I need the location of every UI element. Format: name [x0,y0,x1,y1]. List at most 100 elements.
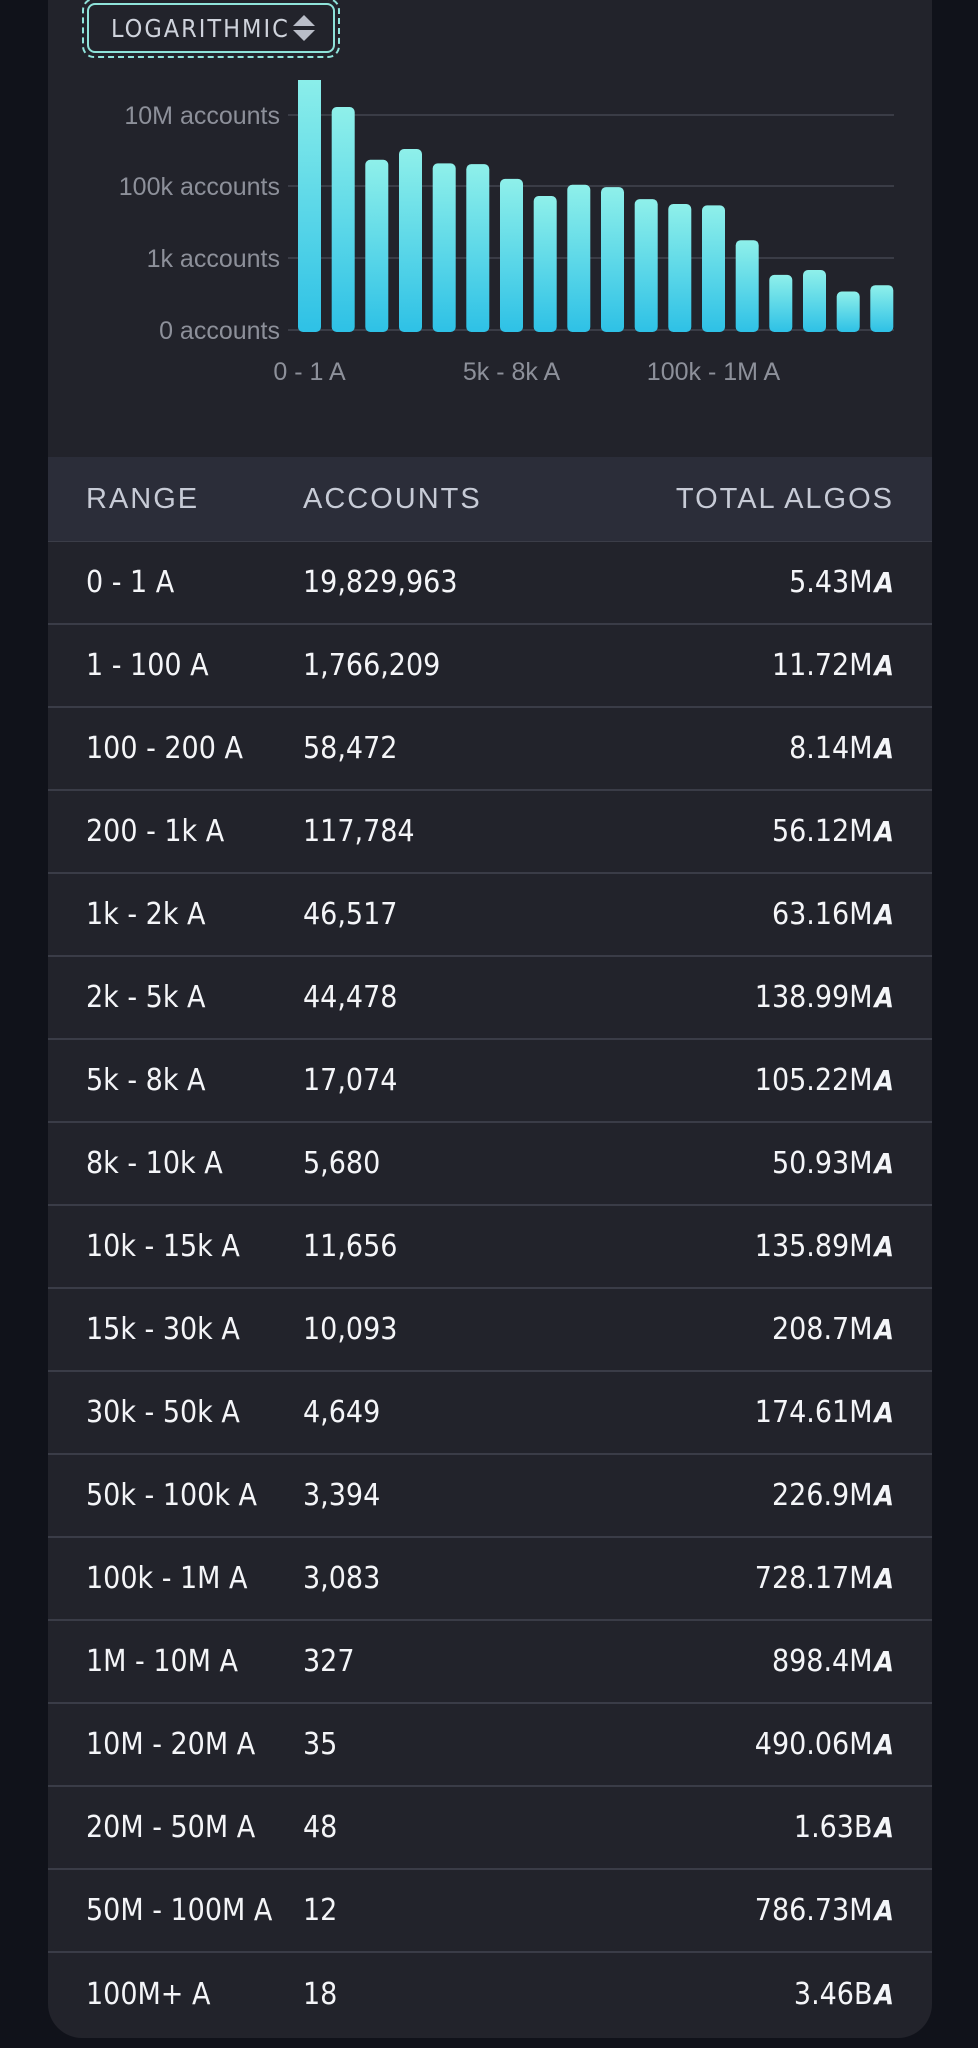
algo-icon: A [874,1396,895,1429]
algo-icon: A [874,566,895,599]
total-value: 1.63B [793,1810,873,1845]
cell-range: 5k - 8k A [86,1063,206,1098]
cell-accounts: 58,472 [303,731,398,766]
bar[interactable] [567,184,591,332]
accounts-bar-chart: 10M accounts 100k accounts 1k accounts 0 ac… [119,80,894,386]
total-value: 11.72M [771,648,873,683]
bar[interactable] [399,149,422,332]
x-tick-label: 100k - 1M A [647,358,781,386]
cell-accounts: 5,680 [303,1146,381,1181]
algo-icon: A [874,1064,895,1097]
bar[interactable] [365,159,389,332]
table-row: 5k - 8k A 17,074 105.22MA [48,1040,932,1123]
bar[interactable] [601,187,624,332]
algo-icon: A [874,1978,895,2011]
cell-total-algos: 728.17MA [643,1561,932,1596]
bar[interactable] [803,270,826,332]
total-value: 50.93M [771,1146,873,1181]
bar[interactable] [331,107,355,332]
cell-total-algos: 174.61MA [643,1395,932,1430]
cell-accounts: 327 [303,1644,355,1679]
total-value: 174.61M [754,1395,873,1430]
cell-total-algos: 3.46BA [643,1977,932,2012]
cell-accounts: 3,394 [303,1478,381,1513]
cell-accounts: 117,784 [303,814,415,849]
cell-total-algos: 898.4MA [643,1644,932,1679]
bar[interactable] [836,291,860,333]
cell-range: 0 - 1 A [86,565,175,600]
scale-select[interactable]: LOGARITHMIC [87,3,335,53]
bar[interactable] [533,196,557,332]
table-row: 50k - 100k A 3,394 226.9MA [48,1455,932,1538]
cell-range: 1k - 2k A [86,897,206,932]
bar[interactable] [702,205,725,332]
y-tick-label: 10M accounts [124,102,280,130]
table-row: 1M - 10M A 327 898.4MA [48,1621,932,1704]
bar[interactable] [735,240,759,332]
algo-icon: A [874,981,895,1014]
table-row: 100k - 1M A 3,083 728.17MA [48,1538,932,1621]
total-value: 490.06M [754,1727,873,1762]
cell-total-algos: 105.22MA [643,1063,932,1098]
cell-accounts: 3,083 [303,1561,381,1596]
total-value: 135.89M [754,1229,873,1264]
table-row: 200 - 1k A 117,784 56.12MA [48,791,932,874]
bar[interactable] [466,164,490,332]
cell-accounts: 1,766,209 [303,648,441,683]
x-tick-label: 0 - 1 A [273,358,346,386]
table-row: 100 - 200 A 58,472 8.14MA [48,708,932,791]
table-row: 1 - 100 A 1,766,209 11.72MA [48,625,932,708]
cell-range: 50k - 100k A [86,1478,258,1513]
algo-icon: A [874,815,895,848]
bar[interactable] [298,80,321,332]
table-row: 10M - 20M A 35 490.06MA [48,1704,932,1787]
cell-accounts: 11,656 [303,1229,398,1264]
cell-range: 15k - 30k A [86,1312,240,1347]
cell-total-algos: 8.14MA [643,731,932,766]
algo-icon: A [874,1230,895,1263]
cell-total-algos: 5.43MA [643,565,932,600]
bar[interactable] [769,274,793,332]
bar[interactable] [870,285,894,332]
bar[interactable] [500,178,523,332]
cell-range: 1 - 100 A [86,648,209,683]
table-body: 0 - 1 A 19,829,963 5.43MA 1 - 100 A 1,766,20… [48,542,932,2036]
cell-accounts: 10,093 [303,1312,398,1347]
total-value: 8.14M [789,731,873,766]
total-value: 728.17M [754,1561,873,1596]
total-value: 105.22M [754,1063,873,1098]
algo-icon: A [874,1645,895,1678]
cell-accounts: 12 [303,1893,338,1928]
algo-icon: A [874,1147,895,1180]
total-value: 208.7M [771,1312,873,1347]
algo-icon: A [874,1562,895,1595]
table-row: 30k - 50k A 4,649 174.61MA [48,1372,932,1455]
cell-range: 200 - 1k A [86,814,225,849]
total-value: 138.99M [754,980,873,1015]
table-row: 8k - 10k A 5,680 50.93MA [48,1123,932,1206]
table-row: 2k - 5k A 44,478 138.99MA [48,957,932,1040]
cell-accounts: 4,649 [303,1395,381,1430]
cell-range: 100 - 200 A [86,731,243,766]
table-header: RANGE ACCOUNTS TOTAL ALGOS [48,457,932,542]
cell-accounts: 35 [303,1727,338,1762]
cell-range: 100M+ A [86,1977,211,2012]
header-total-algos: TOTAL ALGOS [675,482,894,515]
total-value: 898.4M [771,1644,873,1679]
table-row: 20M - 50M A 48 1.63BA [48,1787,932,1870]
table-row: 0 - 1 A 19,829,963 5.43MA [48,542,932,625]
cell-range: 8k - 10k A [86,1146,223,1181]
bar[interactable] [668,204,692,332]
bar[interactable] [634,199,658,332]
cell-total-algos: 786.73MA [643,1893,932,1928]
cell-total-algos: 135.89MA [643,1229,932,1264]
cell-accounts: 48 [303,1810,338,1845]
total-value: 226.9M [771,1478,873,1513]
cell-range: 10M - 20M A [86,1727,256,1762]
table-row: 1k - 2k A 46,517 63.16MA [48,874,932,957]
cell-accounts: 44,478 [303,980,398,1015]
x-tick-label: 5k - 8k A [463,358,561,386]
cell-total-algos: 1.63BA [643,1810,932,1845]
cell-total-algos: 490.06MA [643,1727,932,1762]
bar[interactable] [432,163,456,332]
